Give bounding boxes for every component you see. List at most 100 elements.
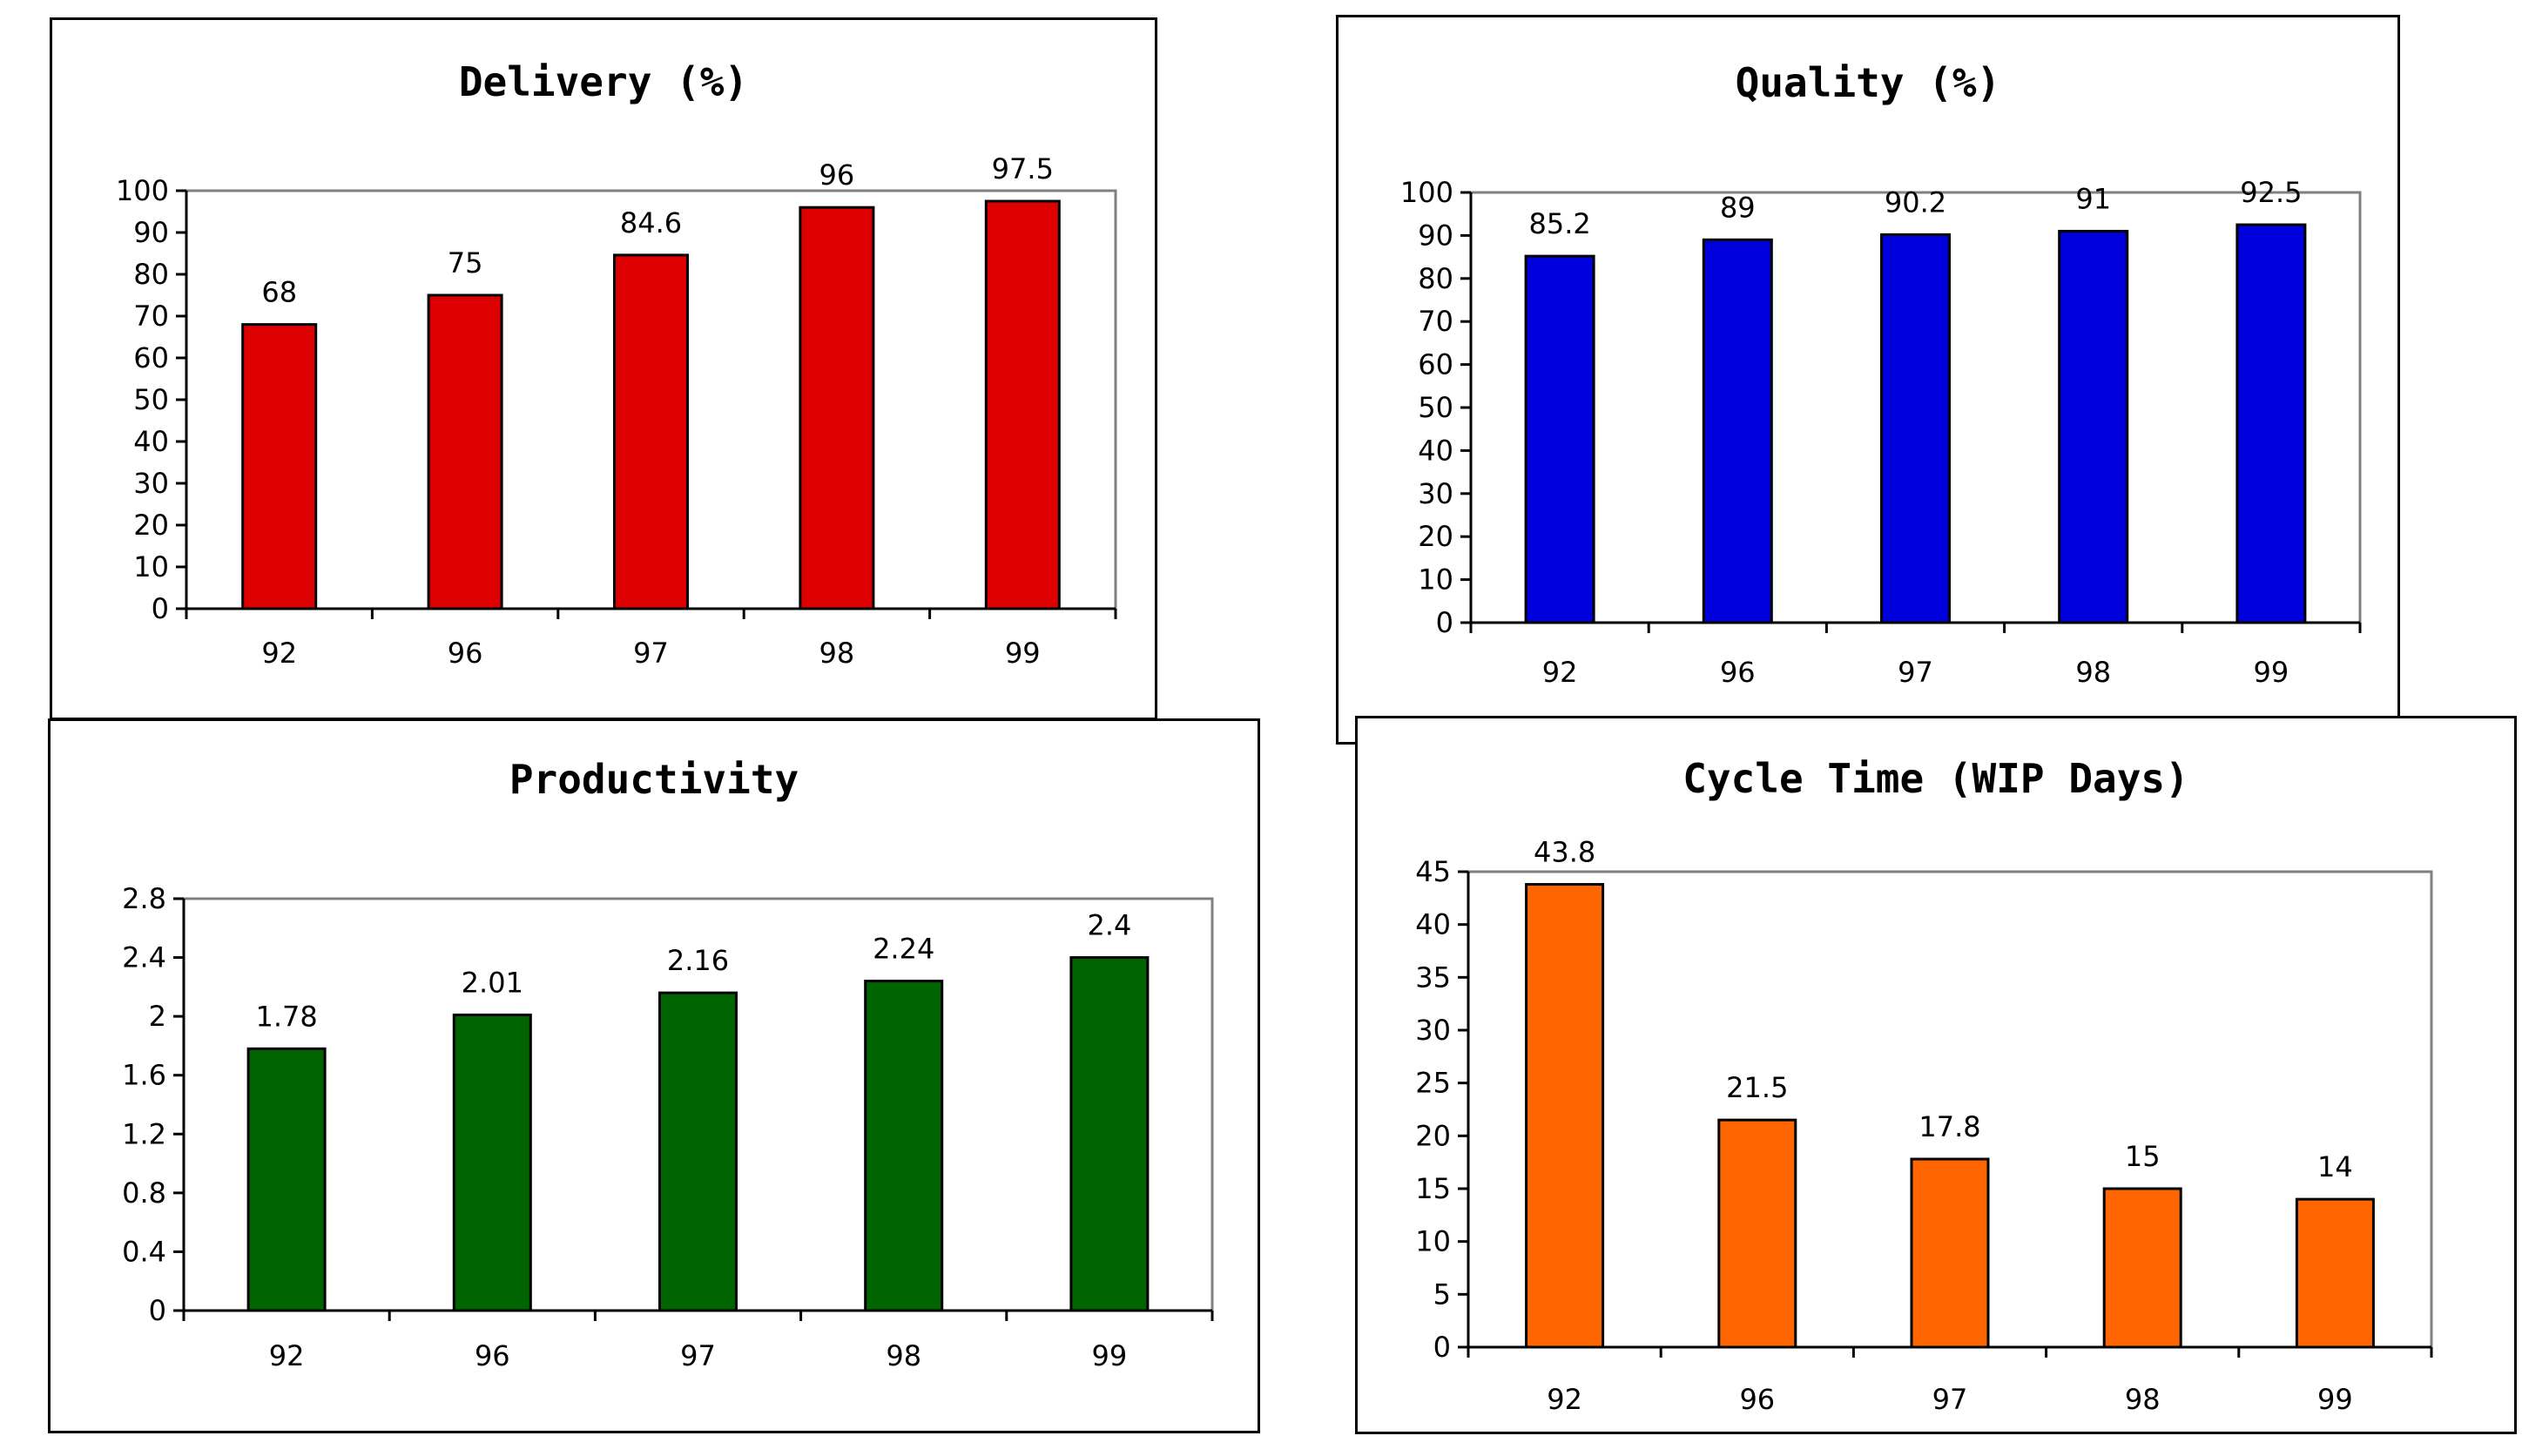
x-tick-label-98: 98 xyxy=(819,637,855,670)
y-tick-label: 0 xyxy=(149,1294,166,1327)
x-tick-label-97: 97 xyxy=(1932,1383,1968,1416)
bar-92 xyxy=(241,323,318,610)
y-tick-label: 100 xyxy=(1400,176,1453,209)
x-tick-label-97: 97 xyxy=(1898,656,1933,689)
x-tick-label-92: 92 xyxy=(269,1339,305,1372)
y-tick-label: 2 xyxy=(149,1000,166,1033)
quality-chart-svg: 85.2 89 90.2 91 92.5 0 10 20 30 40 50 60 70 80 90 100 92… xyxy=(1400,176,2362,689)
data-label-97: 2.16 xyxy=(667,944,729,977)
y-tick-label: 2.8 xyxy=(122,882,166,915)
bar-98 xyxy=(2102,1187,2182,1349)
data-label-92: 68 xyxy=(261,276,297,309)
y-tick-label: 80 xyxy=(1418,262,1453,295)
quality-chart-panel: Quality (%) 85.2 89 90.2 91 92.5 0 10 20 30 40 50 6… xyxy=(1336,15,2400,745)
y-tick-label: 40 xyxy=(1418,434,1453,467)
y-tick-label: 10 xyxy=(1415,1225,1451,1258)
data-label-99: 92.5 xyxy=(2240,176,2302,209)
y-tick-label: 20 xyxy=(1415,1119,1451,1152)
chart-title: Productivity xyxy=(509,756,799,803)
y-tick-label: 45 xyxy=(1415,855,1451,888)
bar-97 xyxy=(658,991,738,1312)
x-tick-label-92: 92 xyxy=(261,637,297,670)
chart-title: Cycle Time (WIP Days) xyxy=(1682,755,2189,802)
bar-99 xyxy=(984,199,1061,610)
data-label-98: 96 xyxy=(819,158,855,192)
y-tick-label: 2.4 xyxy=(122,941,166,974)
y-tick-label: 30 xyxy=(1418,477,1453,510)
data-label-96: 2.01 xyxy=(462,966,523,999)
y-tick-label: 0 xyxy=(1436,606,1453,639)
y-tick-label: 50 xyxy=(1418,391,1453,424)
data-label-98: 2.24 xyxy=(873,933,934,966)
x-tick-label-97: 97 xyxy=(680,1339,716,1372)
data-label-99: 2.4 xyxy=(1087,909,1131,942)
bar-96 xyxy=(1717,1118,1797,1349)
x-tick-label-97: 97 xyxy=(633,637,669,670)
y-tick-label: 40 xyxy=(1415,908,1451,941)
y-tick-label: 5 xyxy=(1433,1277,1451,1311)
bar-96 xyxy=(427,293,503,610)
x-tick-label-98: 98 xyxy=(886,1339,921,1372)
x-tick-label-99: 99 xyxy=(1092,1339,1128,1372)
x-tick-label-96: 96 xyxy=(475,1339,510,1372)
bar-96 xyxy=(1702,238,1773,624)
y-tick-label: 10 xyxy=(1418,563,1453,597)
y-tick-label: 15 xyxy=(1415,1172,1451,1205)
y-tick-label: 1.6 xyxy=(122,1059,166,1092)
data-label-97: 17.8 xyxy=(1918,1110,1980,1143)
cycle-time-chart-svg: 43.8 21.5 17.8 15 14 0 5 10 15 20 25 30 35 40 45 92 96 97… xyxy=(1415,836,2433,1416)
data-label-96: 89 xyxy=(1720,191,1756,224)
bar-99 xyxy=(2235,223,2307,624)
x-tick-label-99: 99 xyxy=(2317,1383,2353,1416)
x-tick-label-99: 99 xyxy=(2254,656,2289,689)
y-tick-label: 25 xyxy=(1415,1067,1451,1100)
y-tick-label: 40 xyxy=(133,425,169,458)
y-tick-label: 20 xyxy=(133,509,169,542)
x-tick-label-99: 99 xyxy=(1005,637,1041,670)
y-tick-label: 0.4 xyxy=(122,1235,166,1268)
productivity-chart-svg: 1.78 2.01 2.16 2.24 2.4 0 0.4 0.8 1.2 1.6 2 2.4 2.8 9… xyxy=(122,882,1214,1372)
data-label-98: 91 xyxy=(2075,182,2111,215)
y-tick-label: 50 xyxy=(133,383,169,416)
data-label-96: 21.5 xyxy=(1726,1071,1788,1104)
y-tick-label: 100 xyxy=(116,174,169,207)
delivery-chart-panel: Delivery (%) 68 75 84.6 96 97.5 0 10 20 30 40 50 60… xyxy=(50,17,1157,720)
bar-97 xyxy=(1910,1157,1990,1349)
y-tick-label: 1.2 xyxy=(122,1117,166,1150)
y-tick-label: 30 xyxy=(133,467,169,500)
bar-92 xyxy=(1525,883,1605,1349)
y-tick-label: 70 xyxy=(1418,305,1453,338)
x-tick-label-98: 98 xyxy=(2125,1383,2161,1416)
x-tick-label-92: 92 xyxy=(1547,1383,1582,1416)
productivity-chart-panel: Productivity 1.78 2.01 2.16 2.24 2.4 0 0.4 0.8 1… xyxy=(48,718,1260,1433)
x-tick-label-96: 96 xyxy=(1720,656,1756,689)
data-label-92: 43.8 xyxy=(1534,836,1595,869)
y-tick-label: 0 xyxy=(1433,1331,1451,1364)
data-label-99: 14 xyxy=(2317,1150,2353,1183)
chart-title: Delivery (%) xyxy=(458,58,749,105)
bar-92 xyxy=(246,1047,327,1312)
bar-98 xyxy=(864,980,944,1312)
y-tick-label: 90 xyxy=(1418,219,1453,252)
data-label-97: 90.2 xyxy=(1885,185,1946,219)
bar-98 xyxy=(2058,229,2129,624)
data-label-99: 97.5 xyxy=(992,152,1054,185)
cycle-time-chart-panel: Cycle Time (WIP Days) 43.8 21.5 17.8 15 14 0 5… xyxy=(1355,716,2517,1434)
y-tick-label: 60 xyxy=(1418,348,1453,381)
y-tick-label: 20 xyxy=(1418,520,1453,553)
data-label-96: 75 xyxy=(448,246,483,280)
x-tick-label-92: 92 xyxy=(1542,656,1578,689)
y-tick-label: 60 xyxy=(133,341,169,374)
y-tick-label: 0.8 xyxy=(122,1176,166,1210)
y-tick-label: 90 xyxy=(133,216,169,249)
y-tick-label: 70 xyxy=(133,300,169,333)
delivery-chart-svg: 68 75 84.6 96 97.5 0 10 20 30 40 50 60 70 80 90 100 92 96… xyxy=(116,152,1117,670)
chart-title: Quality (%) xyxy=(1735,59,2001,106)
data-label-97: 84.6 xyxy=(620,206,682,239)
x-tick-label-96: 96 xyxy=(1739,1383,1775,1416)
bar-99 xyxy=(2295,1197,2375,1349)
bar-96 xyxy=(452,1013,532,1312)
y-tick-label: 80 xyxy=(133,258,169,291)
bar-97 xyxy=(1880,233,1951,624)
y-tick-label: 35 xyxy=(1415,961,1451,994)
